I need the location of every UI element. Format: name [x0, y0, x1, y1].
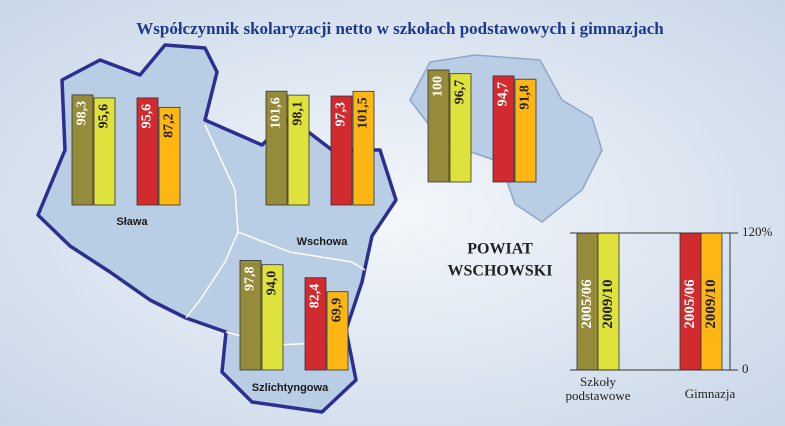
value-label: 69,9	[330, 298, 345, 323]
title: Współczynnik skolaryzacji netto w szkoła…	[136, 19, 664, 38]
bar	[261, 264, 284, 371]
bar	[93, 97, 116, 206]
border-line	[237, 231, 366, 271]
value-label: 101,5	[356, 97, 371, 129]
value-label: 91,8	[518, 85, 533, 110]
region-label: Sława	[116, 216, 148, 228]
bar	[158, 106, 181, 206]
bar	[492, 75, 515, 183]
legend-year: 2009/10	[600, 279, 616, 328]
bar	[71, 94, 94, 206]
region-label: WSCHOWSKI	[448, 263, 553, 280]
value-label: 101,6	[269, 97, 284, 129]
value-label: 100	[431, 76, 446, 97]
group-label: Szkoły	[580, 374, 617, 389]
legend-year: 2005/06	[579, 279, 595, 329]
bar	[287, 94, 310, 206]
region-label: Wschowa	[297, 236, 349, 248]
value-label: 94,7	[496, 82, 511, 107]
bar	[427, 69, 450, 183]
value-label: 94,0	[265, 271, 280, 296]
value-label: 98,1	[291, 101, 306, 126]
bar	[136, 97, 159, 206]
bar	[330, 95, 353, 206]
bar	[239, 260, 262, 371]
border-line	[185, 124, 239, 319]
value-label: 95,6	[97, 104, 112, 129]
value-label: 82,4	[308, 284, 323, 309]
value-label: 95,6	[140, 104, 155, 129]
group-label: Gimnazja	[685, 386, 736, 401]
group-label: podstawowe	[566, 388, 631, 403]
tick-label: 120%	[742, 224, 773, 239]
legend-year: 2005/06	[682, 279, 698, 329]
legend-year: 2009/10	[703, 279, 719, 328]
bar	[304, 277, 327, 371]
bar	[265, 90, 288, 206]
value-label: 98,3	[75, 101, 90, 126]
bar	[326, 291, 349, 371]
value-label: 97,8	[243, 266, 258, 291]
tick-label: 0	[742, 361, 749, 376]
region-label: POWIAT	[467, 241, 533, 258]
bar	[352, 90, 375, 206]
value-label: 97,3	[334, 102, 349, 127]
bar	[449, 73, 472, 183]
region-label: Szlichtyngowa	[252, 382, 329, 394]
value-label: 96,7	[453, 80, 468, 105]
bar	[514, 78, 537, 183]
value-label: 87,2	[162, 113, 177, 138]
